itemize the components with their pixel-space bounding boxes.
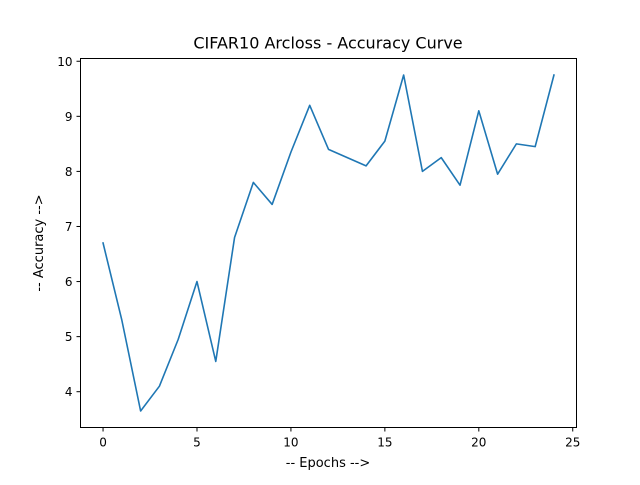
y-axis-label: -- Accuracy --> <box>32 194 47 291</box>
y-tick-label: 9 <box>65 110 73 124</box>
axis-ticks: 0 5 10 15 20 25 4 5 6 7 8 9 10 <box>57 55 580 450</box>
x-tick-label: 5 <box>193 436 201 450</box>
y-tick-label: 10 <box>57 55 72 69</box>
x-tick-label: 0 <box>99 436 107 450</box>
series-layer <box>102 74 555 412</box>
x-tick-label: 20 <box>471 436 486 450</box>
y-tick-label: 7 <box>65 220 73 234</box>
x-tick-label: 10 <box>283 436 298 450</box>
x-tick-label: 25 <box>565 436 580 450</box>
chart-title: CIFAR10 Arcloss - Accuracy Curve <box>193 34 462 53</box>
plot-frame <box>80 58 577 428</box>
y-tick-label: 8 <box>65 165 73 179</box>
y-tick-label: 5 <box>65 330 73 344</box>
x-tick-label: 15 <box>377 436 392 450</box>
y-tick-label: 6 <box>65 275 73 289</box>
y-tick-label: 4 <box>65 385 73 399</box>
accuracy-series-line <box>102 74 555 412</box>
x-axis-label: -- Epochs --> <box>286 456 371 471</box>
